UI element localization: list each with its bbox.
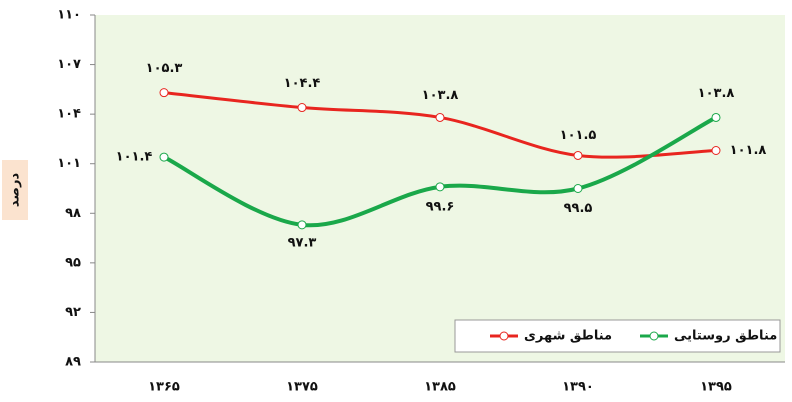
data-label: ۹۹.۶ (426, 199, 455, 214)
point (573, 184, 583, 193)
data-label: ۱۰۱.۸ (730, 143, 767, 158)
y-tick-label: ۱۰۷ (57, 57, 81, 72)
legend-marker (649, 331, 659, 341)
y-tick-label: ۹۲ (65, 305, 81, 320)
legend-label: مناطق شهری (524, 329, 612, 344)
y-tick-label: ۹۸ (65, 206, 81, 221)
y-axis-label: درصد (8, 173, 23, 208)
y-label-box (2, 160, 28, 220)
point (297, 220, 307, 230)
legend-marker (499, 331, 509, 341)
point (159, 152, 169, 162)
data-label: ۹۹.۵ (564, 201, 593, 216)
y-tick-label: ۱۰۴ (57, 107, 81, 122)
x-tick-label: ۱۳۹۵ (700, 380, 732, 395)
y-tick-label: ۱۰۱ (57, 156, 81, 171)
point (573, 150, 583, 160)
data-label: ۱۰۵.۳ (146, 61, 183, 76)
y-tick-label: ۱۱۰ (57, 8, 81, 23)
y-tick-label: ۸۹ (65, 355, 81, 370)
data-label: ۱۰۳.۸ (422, 88, 459, 103)
point (435, 182, 445, 192)
data-label: ۱۰۳.۸ (698, 86, 735, 101)
point (711, 145, 721, 155)
data-label: ۱۰۱.۵ (560, 128, 597, 143)
y-tick-label: ۹۵ (65, 255, 81, 270)
point (297, 103, 307, 113)
point (435, 112, 445, 122)
x-tick-label: ۱۳۸۵ (424, 380, 456, 395)
data-label: ۹۷.۳ (288, 235, 317, 250)
legend-label: مناطق روستایی (674, 329, 777, 344)
data-label: ۱۰۱.۴ (116, 150, 153, 165)
x-tick-label: ۱۳۶۵ (148, 380, 180, 395)
point (159, 88, 169, 98)
x-tick-label: ۱۳۹۰ (562, 380, 594, 395)
x-tick-label: ۱۳۷۵ (286, 380, 318, 395)
data-label: ۱۰۴.۴ (284, 76, 321, 91)
point (711, 112, 721, 122)
